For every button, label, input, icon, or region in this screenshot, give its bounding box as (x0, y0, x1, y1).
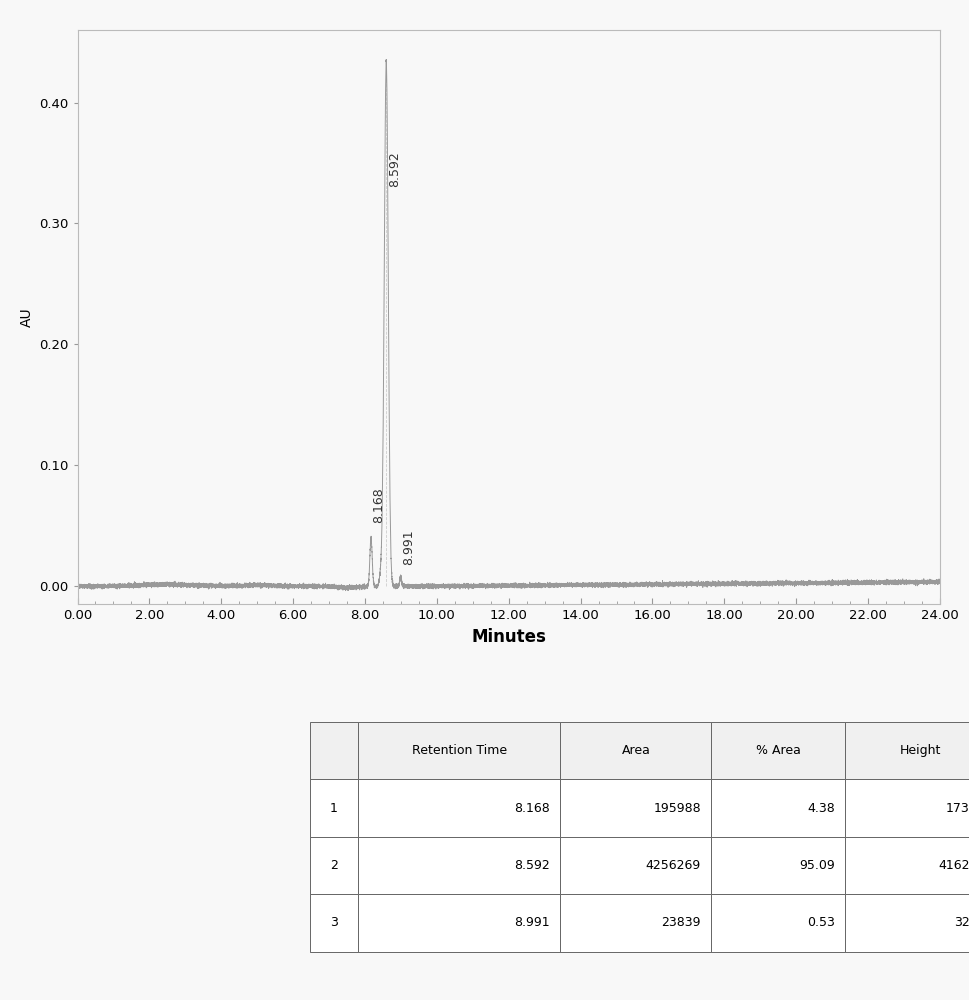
Text: 2: 2 (330, 859, 338, 872)
Bar (310, 722, 358, 779)
Bar (711, 894, 845, 952)
Text: 3: 3 (330, 916, 338, 930)
Bar (711, 779, 845, 837)
Text: 8.592: 8.592 (388, 151, 401, 187)
Bar (358, 894, 560, 952)
Text: 95.09: 95.09 (799, 859, 834, 872)
Bar (310, 894, 358, 952)
Text: % Area: % Area (756, 744, 800, 757)
Text: 17388: 17388 (946, 802, 969, 815)
Bar (310, 779, 358, 837)
Bar (711, 722, 845, 779)
Bar (845, 894, 969, 952)
Bar (358, 779, 560, 837)
Bar (845, 779, 969, 837)
Text: Height: Height (900, 744, 941, 757)
Text: 4256269: 4256269 (645, 859, 701, 872)
Text: 8.991: 8.991 (402, 529, 415, 565)
Text: 8.168: 8.168 (515, 802, 550, 815)
Bar (711, 837, 845, 894)
Text: 195988: 195988 (653, 802, 701, 815)
Text: 8.168: 8.168 (372, 488, 385, 523)
Bar (358, 722, 560, 779)
Text: Retention Time: Retention Time (412, 744, 507, 757)
Text: 3298: 3298 (954, 916, 969, 930)
Bar (358, 837, 560, 894)
Bar (560, 779, 711, 837)
Text: 8.991: 8.991 (515, 916, 550, 930)
Text: 4.38: 4.38 (807, 802, 834, 815)
Text: 416235: 416235 (938, 859, 969, 872)
Bar (845, 722, 969, 779)
Text: 1: 1 (330, 802, 338, 815)
Bar (310, 837, 358, 894)
Text: Area: Area (621, 744, 650, 757)
Y-axis label: AU: AU (19, 307, 34, 327)
Text: 0.53: 0.53 (807, 916, 834, 930)
Bar (560, 722, 711, 779)
Text: 23839: 23839 (662, 916, 701, 930)
X-axis label: Minutes: Minutes (471, 628, 547, 646)
Text: 8.592: 8.592 (515, 859, 550, 872)
Bar (560, 837, 711, 894)
Bar (845, 837, 969, 894)
Bar (560, 894, 711, 952)
